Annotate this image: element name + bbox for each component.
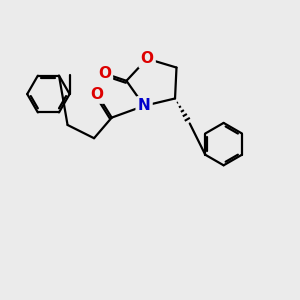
Text: N: N	[138, 98, 151, 113]
Text: O: O	[91, 87, 103, 102]
Text: O: O	[141, 51, 154, 66]
Text: O: O	[98, 66, 111, 81]
